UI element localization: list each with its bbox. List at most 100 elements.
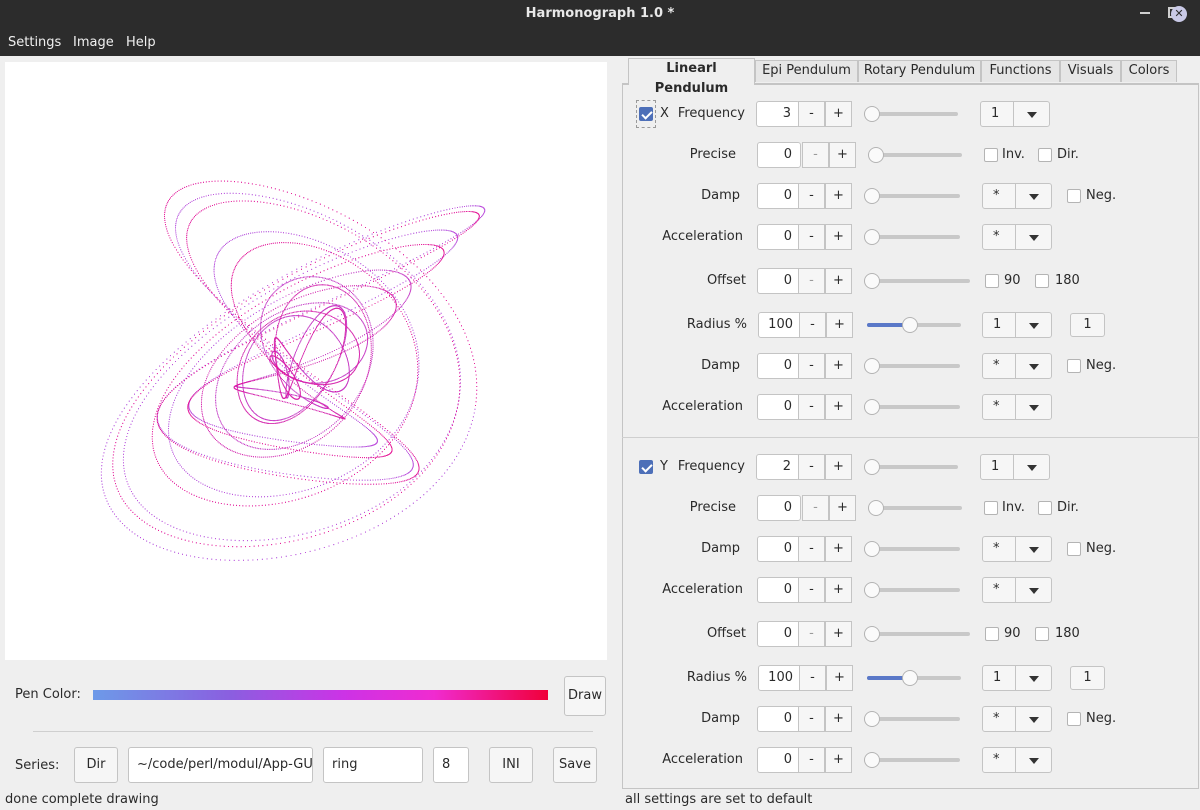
x-radius-combo[interactable]: 1: [982, 312, 1052, 338]
x-precise-input[interactable]: 0: [757, 142, 801, 168]
x-offset-slider[interactable]: [864, 273, 970, 289]
x-damp-slider[interactable]: [864, 188, 960, 204]
y-offset-minus-button[interactable]: -: [798, 621, 825, 647]
x-damp-slider-knob[interactable]: [864, 188, 880, 204]
chevron-down-icon[interactable]: [1015, 748, 1051, 772]
x-offset-slider-knob[interactable]: [864, 273, 880, 289]
x-radius-damp-neg-checkbox[interactable]: [1067, 359, 1081, 373]
x-radius-accel-plus-button[interactable]: +: [825, 394, 852, 420]
y-precise-input[interactable]: 0: [757, 495, 801, 521]
x-offset-plus-button[interactable]: +: [825, 268, 852, 294]
dir-button[interactable]: Dir: [74, 747, 118, 783]
x-frequency-input[interactable]: 3: [756, 101, 800, 127]
x-offset-90-checkbox[interactable]: [985, 274, 999, 288]
y-frequency-input[interactable]: 2: [756, 454, 800, 480]
series-path-input[interactable]: ~/code/perl/modul/App-GU: [128, 747, 313, 783]
x-precise-plus-button[interactable]: +: [829, 142, 856, 168]
y-accel-plus-button[interactable]: +: [825, 577, 852, 603]
x-accel-combo[interactable]: *: [982, 224, 1052, 250]
x-accel-plus-button[interactable]: +: [825, 224, 852, 250]
chevron-down-icon[interactable]: [1015, 395, 1051, 419]
x-radius-minus-button[interactable]: -: [799, 312, 826, 338]
tab-rotary-pendulum[interactable]: Rotary Pendulum: [858, 60, 981, 82]
y-accel-slider[interactable]: [864, 582, 960, 598]
y-damp-slider[interactable]: [864, 541, 960, 557]
chevron-down-icon[interactable]: [1015, 666, 1051, 690]
save-button[interactable]: Save: [553, 747, 597, 783]
y-offset-plus-button[interactable]: +: [825, 621, 852, 647]
x-radius-input[interactable]: 100: [758, 312, 802, 338]
y-radius-damp-plus-button[interactable]: +: [825, 706, 852, 732]
y-radius-damp-slider-knob[interactable]: [864, 711, 880, 727]
y-radius-accel-input[interactable]: 0: [757, 747, 801, 773]
x-offset-input[interactable]: 0: [757, 268, 801, 294]
x-damp-plus-button[interactable]: +: [825, 183, 852, 209]
x-frequency-plus-button[interactable]: +: [825, 101, 852, 127]
y-radius-damp-combo[interactable]: *: [982, 706, 1052, 732]
series-count-input[interactable]: 8: [433, 747, 469, 783]
tab-colors[interactable]: Colors: [1121, 60, 1177, 82]
y-radius-box[interactable]: 1: [1070, 666, 1105, 690]
y-inv-checkbox[interactable]: [984, 501, 998, 515]
tab-functions[interactable]: Functions: [981, 60, 1060, 82]
y-damp-slider-knob[interactable]: [864, 541, 880, 557]
chevron-down-icon[interactable]: [1015, 225, 1051, 249]
y-radius-accel-slider[interactable]: [864, 752, 960, 768]
y-radius-accel-combo[interactable]: *: [982, 747, 1052, 773]
x-accel-slider[interactable]: [864, 229, 960, 245]
y-accel-slider-knob[interactable]: [864, 582, 880, 598]
y-radius-damp-slider[interactable]: [864, 711, 960, 727]
y-radius-damp-minus-button[interactable]: -: [798, 706, 825, 732]
y-radius-damp-input[interactable]: 0: [757, 706, 801, 732]
y-frequency-slider-knob[interactable]: [864, 459, 880, 475]
drawing-canvas[interactable]: [5, 62, 607, 660]
y-damp-combo[interactable]: *: [982, 536, 1052, 562]
y-offset-slider[interactable]: [864, 626, 970, 642]
y-radius-plus-button[interactable]: +: [826, 665, 853, 691]
y-radius-damp-neg-checkbox[interactable]: [1067, 712, 1081, 726]
y-radius-accel-slider-knob[interactable]: [864, 752, 880, 768]
x-frequency-slider[interactable]: [864, 106, 958, 122]
y-accel-minus-button[interactable]: -: [798, 577, 825, 603]
x-radius-accel-combo[interactable]: *: [982, 394, 1052, 420]
x-radius-plus-button[interactable]: +: [826, 312, 853, 338]
y-radius-input[interactable]: 100: [758, 665, 802, 691]
y-radius-accel-plus-button[interactable]: +: [825, 747, 852, 773]
x-frequency-slider-knob[interactable]: [864, 106, 880, 122]
menu-help[interactable]: Help: [126, 35, 156, 50]
x-offset-minus-button[interactable]: -: [798, 268, 825, 294]
x-radius-damp-minus-button[interactable]: -: [798, 353, 825, 379]
y-precise-slider-knob[interactable]: [868, 500, 884, 516]
x-damp-neg-checkbox[interactable]: [1067, 189, 1081, 203]
menu-image[interactable]: Image: [73, 35, 114, 50]
x-radius-accel-slider-knob[interactable]: [864, 399, 880, 415]
ini-button[interactable]: INI: [489, 747, 533, 783]
x-radius-damp-plus-button[interactable]: +: [825, 353, 852, 379]
menu-settings[interactable]: Settings: [8, 35, 62, 50]
y-frequency-slider[interactable]: [864, 459, 958, 475]
x-radius-accel-minus-button[interactable]: -: [798, 394, 825, 420]
x-enable-checkbox[interactable]: [639, 107, 653, 121]
x-radius-damp-slider-knob[interactable]: [864, 358, 880, 374]
y-offset-180-checkbox[interactable]: [1035, 627, 1049, 641]
y-radius-minus-button[interactable]: -: [799, 665, 826, 691]
chevron-down-icon[interactable]: [1015, 578, 1051, 602]
y-precise-minus-button[interactable]: -: [802, 495, 829, 521]
x-damp-minus-button[interactable]: -: [798, 183, 825, 209]
x-accel-slider-knob[interactable]: [864, 229, 880, 245]
y-enable-checkbox[interactable]: [639, 460, 653, 474]
y-damp-plus-button[interactable]: +: [825, 536, 852, 562]
x-accel-minus-button[interactable]: -: [798, 224, 825, 250]
chevron-down-icon[interactable]: [1015, 184, 1051, 208]
x-damp-combo[interactable]: *: [982, 183, 1052, 209]
chevron-down-icon[interactable]: [1015, 313, 1051, 337]
x-accel-input[interactable]: 0: [757, 224, 801, 250]
y-accel-combo[interactable]: *: [982, 577, 1052, 603]
pen-color-gradient[interactable]: [93, 690, 548, 700]
tab-visuals[interactable]: Visuals: [1060, 60, 1121, 82]
y-dir-checkbox[interactable]: [1038, 501, 1052, 515]
close-icon[interactable]: ✕: [1171, 6, 1187, 22]
x-precise-minus-button[interactable]: -: [802, 142, 829, 168]
y-damp-minus-button[interactable]: -: [798, 536, 825, 562]
y-radius-combo[interactable]: 1: [982, 665, 1052, 691]
